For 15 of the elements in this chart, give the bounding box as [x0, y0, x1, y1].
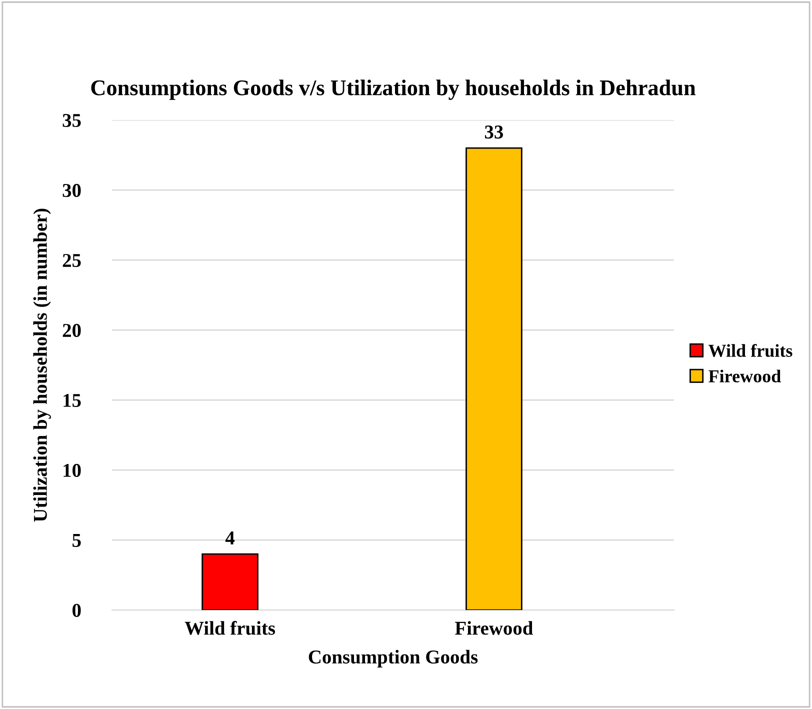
chart-title: Consumptions Goods v/s Utilization by households in Dehradun [91, 80, 696, 100]
y-tick-label: 0 [72, 604, 81, 617]
data-label: 4 [225, 532, 235, 544]
data-label: 33 [484, 126, 504, 139]
y-axis-title: Utilization by households (in number) [33, 208, 51, 522]
legend-label: Wild fruits [708, 344, 792, 357]
y-tick-label: 10 [64, 464, 81, 477]
x-axis-title: Consumption Goods [308, 650, 478, 668]
y-tick-label: 30 [62, 184, 81, 198]
y-tick-label: 20 [62, 324, 81, 338]
y-tick-label: 15 [64, 394, 81, 407]
y-tick-label: 25 [62, 254, 81, 268]
y-tick-label: 5 [72, 534, 81, 547]
legend-label: Firewood [708, 370, 781, 382]
y-tick-label: 35 [62, 114, 81, 128]
